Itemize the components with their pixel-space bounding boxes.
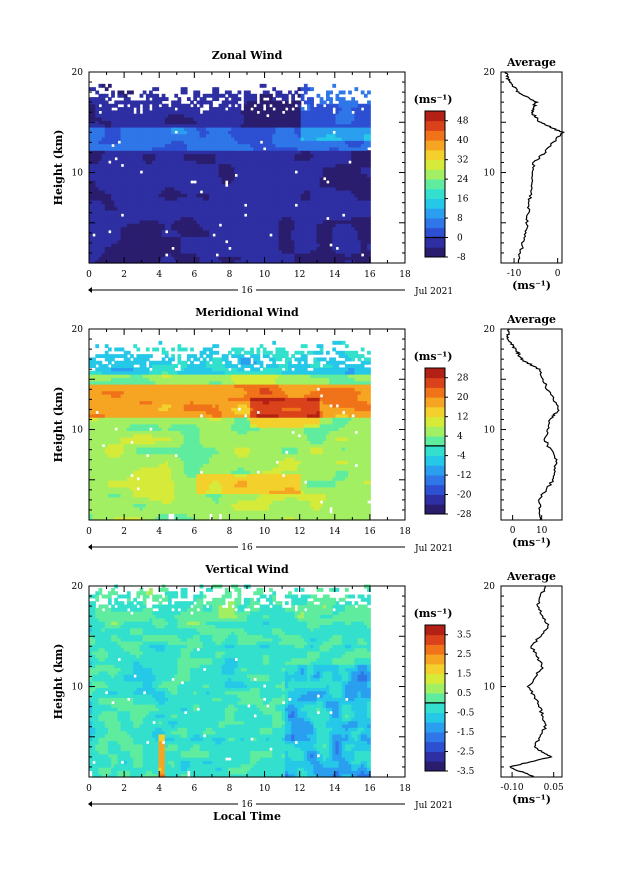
heatmap-cell — [348, 91, 352, 95]
heatmap-cell — [310, 87, 314, 91]
x-tick-label: 14 — [329, 270, 341, 280]
heatmap-cell — [329, 97, 333, 101]
y-tick-label: 10 — [72, 169, 84, 179]
colorbar-swatch — [425, 189, 445, 199]
heatmap-cell — [367, 91, 371, 95]
colorbar-swatch — [425, 238, 445, 248]
heatmap-cell — [332, 84, 336, 88]
average-y-tick-label: 20 — [484, 68, 496, 78]
average-x-tick-label: -10 — [507, 269, 522, 279]
average-line — [505, 72, 563, 263]
colorbar-tick-label: 32 — [457, 156, 468, 166]
date-axis-marker — [88, 287, 92, 293]
heatmap-cell — [108, 84, 112, 88]
average-y-tick-label: 10 — [484, 169, 496, 179]
x-tick-label: 18 — [399, 270, 411, 280]
heatmap-cell — [367, 100, 371, 104]
heatmap-cell — [177, 97, 181, 101]
heatmap-cell — [130, 91, 134, 95]
heatmap-cell — [111, 91, 115, 95]
heatmap-cell — [238, 104, 242, 108]
x-tick-label: 6 — [191, 270, 197, 280]
colorbar-tick-label: -8 — [457, 253, 466, 263]
colorbar-tick-label: 16 — [457, 195, 469, 205]
heatmap-cell — [354, 87, 358, 91]
x-tick-label: 12 — [294, 270, 305, 280]
heatmap-cell — [155, 87, 159, 91]
x-tick-label: 10 — [259, 270, 271, 280]
colorbar-swatch — [425, 179, 445, 189]
heatmap-cell — [253, 94, 257, 98]
heatmap-cells — [89, 341, 371, 521]
average-unit: (ms⁻¹) — [512, 279, 551, 292]
heatmap-cell — [165, 97, 169, 101]
colorbar-swatch — [425, 121, 445, 131]
heatmap-cell — [310, 97, 314, 101]
heatmap-cell — [196, 91, 200, 95]
colorbar-swatch — [425, 160, 445, 170]
x-tick-label: 8 — [227, 270, 233, 280]
x-tick-label: 4 — [156, 270, 162, 280]
average-frame — [501, 72, 562, 263]
colorbar-swatch — [425, 228, 445, 238]
y-axis-label: Height (km) — [52, 130, 65, 206]
heatmap-cell — [108, 348, 112, 352]
colorbar-swatch — [425, 140, 445, 150]
colorbar-swatch — [425, 169, 445, 179]
heatmap-cell — [238, 97, 242, 101]
colorbar-swatch — [425, 111, 445, 121]
heatmap-cell — [95, 344, 99, 348]
colorbar-tick-label: 24 — [457, 175, 469, 185]
colorbar-swatch — [425, 208, 445, 218]
chart-panel-1 — [88, 72, 564, 296]
colorbar-tick-label: 40 — [457, 136, 469, 146]
heatmap-cells — [89, 84, 371, 264]
colorbar-swatch — [425, 247, 445, 257]
x-tick-label: 0 — [86, 270, 92, 280]
colorbar-swatch — [425, 150, 445, 160]
average-profile — [501, 72, 564, 263]
x-tick-label: 2 — [121, 270, 127, 280]
colorbar-swatch — [425, 130, 445, 140]
colorbar-tick-label: 48 — [457, 117, 469, 127]
y-tick-label: 20 — [72, 68, 84, 78]
chart-title: Zonal Wind — [212, 49, 283, 62]
heatmap-cell — [238, 91, 242, 95]
heatmap-cell — [367, 150, 371, 154]
heatmap-cell — [184, 87, 188, 91]
heatmap-cell — [342, 91, 346, 95]
average-title: Average — [506, 56, 556, 69]
heatmap-cell — [329, 91, 333, 95]
average-x-tick-label: 0 — [555, 269, 561, 279]
date-label: 16 — [241, 286, 253, 296]
chart-panel-2 — [88, 329, 562, 553]
heatmap-cell — [215, 87, 219, 91]
colorbar-unit: (ms⁻¹) — [414, 93, 453, 106]
heatmap-cell — [263, 84, 267, 88]
colorbar — [425, 111, 448, 257]
month-label: Jul 2021 — [414, 287, 453, 297]
colorbar-tick-label: 8 — [457, 214, 463, 224]
colorbar-tick-label: 0 — [457, 234, 463, 244]
colorbar-swatch — [425, 199, 445, 209]
colorbar-swatch — [425, 218, 445, 228]
x-tick-label: 16 — [364, 270, 376, 280]
